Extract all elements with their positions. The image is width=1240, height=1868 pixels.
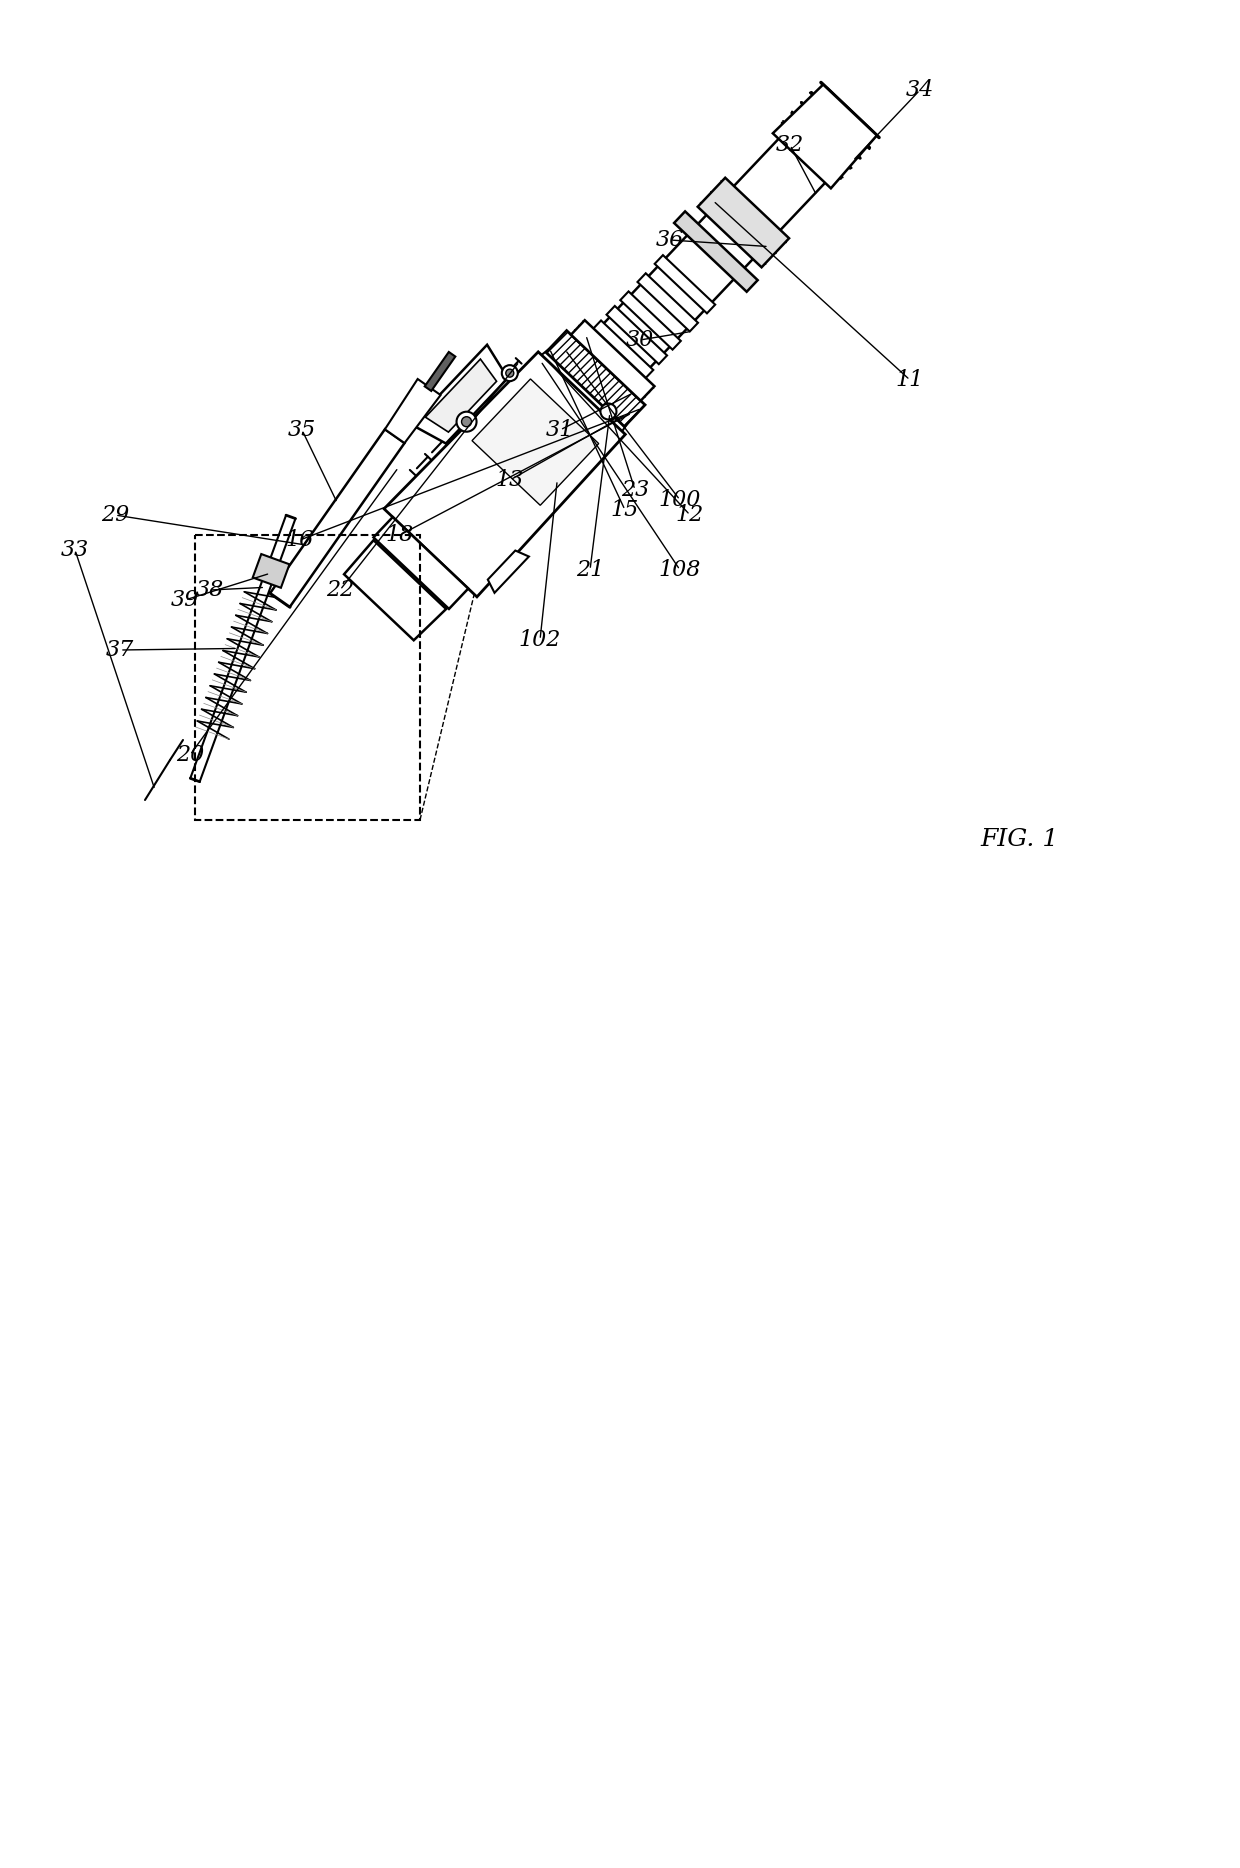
Polygon shape (593, 321, 653, 379)
Text: 33: 33 (61, 540, 89, 560)
Text: 23: 23 (621, 478, 649, 501)
Text: 100: 100 (658, 489, 701, 512)
Text: 34: 34 (906, 78, 934, 101)
Text: FIG. 1: FIG. 1 (981, 829, 1059, 852)
Polygon shape (487, 551, 529, 592)
Polygon shape (425, 351, 455, 390)
Text: 32: 32 (776, 134, 804, 157)
Text: 108: 108 (658, 559, 701, 581)
Text: 11: 11 (895, 370, 924, 390)
Polygon shape (570, 319, 655, 402)
Polygon shape (698, 177, 789, 267)
Polygon shape (472, 379, 599, 506)
Text: 39: 39 (171, 588, 200, 611)
Polygon shape (425, 359, 496, 432)
Text: 35: 35 (288, 418, 316, 441)
Text: 38: 38 (196, 579, 224, 601)
Ellipse shape (456, 411, 476, 432)
Bar (195, 534, 420, 820)
Polygon shape (384, 379, 440, 443)
Polygon shape (546, 331, 645, 426)
Text: 36: 36 (656, 230, 684, 250)
Text: 20: 20 (176, 743, 205, 766)
Polygon shape (675, 211, 758, 291)
Ellipse shape (600, 403, 616, 420)
Polygon shape (412, 346, 508, 443)
Polygon shape (384, 351, 625, 598)
Text: 29: 29 (100, 504, 129, 527)
Text: 30: 30 (626, 329, 655, 351)
Polygon shape (253, 555, 289, 588)
Polygon shape (270, 430, 404, 607)
Ellipse shape (502, 364, 518, 381)
Polygon shape (773, 84, 877, 189)
Text: 31: 31 (546, 418, 574, 441)
Polygon shape (373, 517, 469, 609)
Text: 102: 102 (518, 630, 562, 652)
Text: 15: 15 (611, 499, 639, 521)
Ellipse shape (506, 370, 513, 377)
Text: 22: 22 (326, 579, 355, 601)
Ellipse shape (461, 417, 471, 426)
Text: 16: 16 (286, 529, 314, 551)
Polygon shape (655, 256, 715, 314)
Text: 37: 37 (105, 639, 134, 661)
Polygon shape (637, 273, 698, 331)
Text: 21: 21 (575, 559, 604, 581)
Text: 12: 12 (676, 504, 704, 527)
Polygon shape (620, 291, 681, 349)
Polygon shape (343, 540, 446, 641)
Polygon shape (606, 306, 667, 364)
Text: 18: 18 (386, 525, 414, 545)
Text: 13: 13 (496, 469, 525, 491)
